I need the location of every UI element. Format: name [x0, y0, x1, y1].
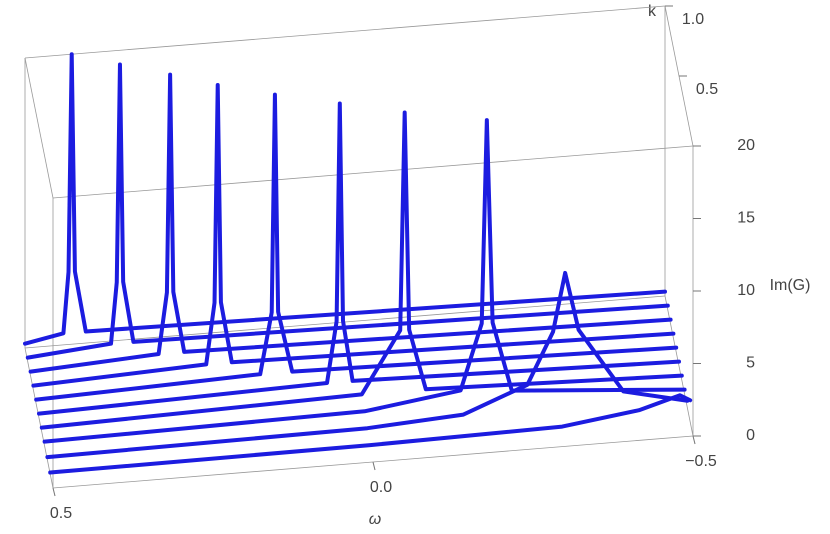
x-axis-label: ω [369, 511, 381, 528]
x-tick-label: 0.5 [50, 505, 72, 522]
y-tick-label: 0.5 [696, 81, 718, 98]
data-line [31, 83, 676, 388]
data-line [45, 270, 690, 460]
x-tick-label: 0.0 [370, 479, 392, 496]
data-line [42, 118, 687, 444]
x-tick [372, 461, 376, 471]
x-tick [692, 435, 696, 445]
z-tick-label: 0 [746, 427, 755, 444]
z-axis-label: Im(G) [770, 277, 811, 294]
data-line [37, 101, 681, 416]
data-line [23, 52, 667, 346]
data-line [28, 72, 673, 374]
z-tick-label: 10 [737, 282, 755, 299]
z-tick-label: 15 [737, 210, 755, 227]
box-edge [24, 5, 666, 59]
data-line [48, 393, 693, 475]
x-tick-label: −0.5 [685, 453, 717, 470]
y-axis-label: k [648, 3, 657, 20]
x-tick [52, 487, 56, 497]
data-line [25, 62, 670, 360]
data-line [39, 110, 684, 430]
z-tick-label: 20 [737, 137, 755, 154]
box-edge [52, 145, 694, 199]
data-line [34, 92, 679, 402]
box-edge [24, 57, 54, 199]
box-edge [664, 295, 694, 437]
y-tick-label: 1.0 [682, 11, 704, 28]
z-tick-label: 5 [746, 355, 755, 372]
